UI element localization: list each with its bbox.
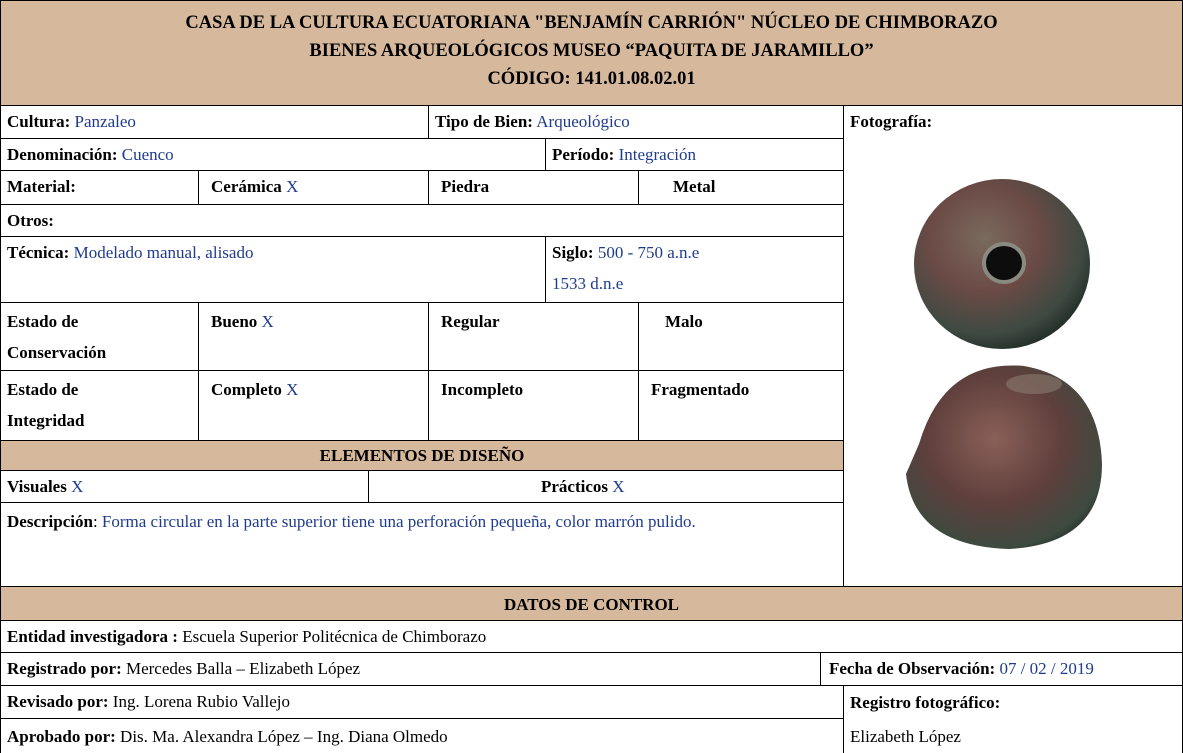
mark: X	[261, 312, 274, 331]
value: Mercedes Balla – Elizabeth López	[125, 659, 361, 678]
label: Período:	[552, 145, 615, 164]
vessel-side	[906, 365, 1102, 549]
label: Otros:	[7, 211, 54, 230]
mark: X	[286, 177, 299, 196]
option: Cerámica	[211, 177, 282, 196]
cell: Regular	[429, 303, 639, 371]
label: Fecha de Observación:	[829, 659, 996, 678]
section-band: ELEMENTOS DE DISEÑO	[1, 441, 844, 471]
label: Aprobado por:	[7, 727, 116, 746]
cell: Malo	[639, 303, 844, 371]
cell: Metal	[639, 171, 844, 205]
label: Fotografía:	[850, 112, 933, 131]
cell: Fecha de Observación: 07 / 02 / 2019	[821, 653, 1183, 686]
cell: Cultura: Panzaleo	[1, 106, 429, 139]
value: Dis. Ma. Alexandra López – Ing. Diana Ol…	[120, 727, 448, 746]
value: Panzaleo	[74, 112, 136, 131]
option: Metal	[673, 177, 716, 196]
label: Cultura:	[7, 112, 71, 131]
label: Integridad	[7, 411, 85, 430]
mark: X	[612, 477, 625, 496]
label: Entidad investigadora :	[7, 627, 178, 646]
cell: Siglo: 500 - 750 a.n.e 1533 d.n.e	[546, 237, 844, 303]
label: Descripción	[7, 512, 93, 531]
label: Estado de	[7, 312, 79, 331]
value: Arqueológico	[536, 112, 630, 131]
cell: Técnica: Modelado manual, alisado	[1, 237, 546, 303]
photo-cell: Fotografía:	[844, 106, 1183, 587]
label: Técnica:	[7, 243, 70, 262]
label: Material:	[7, 177, 76, 196]
label: Conservación	[7, 343, 107, 362]
cell: Entidad investigadora : Escuela Superior…	[1, 621, 1183, 653]
cell: Bueno X	[199, 303, 429, 371]
cell: Tipo de Bien: Arqueológico	[429, 106, 844, 139]
label: Prácticos	[541, 477, 609, 496]
cell: Incompleto	[429, 371, 639, 441]
cell: Descripción: Forma circular en la parte …	[1, 503, 844, 587]
value: Forma circular en la parte superior tien…	[101, 512, 696, 531]
cell: Denominación: Cuenco	[1, 139, 546, 171]
cell: Revisado por: Ing. Lorena Rubio Vallejo	[1, 686, 844, 719]
label: Denominación:	[7, 145, 118, 164]
header-line: CASA DE LA CULTURA ECUATORIANA "BENJAMÍN…	[185, 13, 998, 33]
value: Cuenco	[121, 145, 174, 164]
value: Modelado manual, alisado	[73, 243, 254, 262]
cell: Registrado por: Mercedes Balla – Elizabe…	[1, 653, 821, 686]
label: Registrado por:	[7, 659, 122, 678]
cell: Aprobado por: Dis. Ma. Alexandra López –…	[1, 719, 844, 753]
option: Completo	[211, 380, 282, 399]
cell: Visuales X	[1, 471, 369, 503]
label: Tipo de Bien:	[435, 112, 533, 131]
cell: Estado de Conservación	[1, 303, 199, 371]
value: 07 / 02 / 2019	[999, 659, 1094, 678]
label: Visuales	[7, 477, 67, 496]
cell: Completo X	[199, 371, 429, 441]
cell: Piedra	[429, 171, 639, 205]
header: CASA DE LA CULTURA ECUATORIANA "BENJAMÍN…	[1, 1, 1183, 106]
value: Integración	[618, 145, 696, 164]
option: Bueno	[211, 312, 258, 331]
option: Regular	[441, 312, 500, 331]
value: Ing. Lorena Rubio Vallejo	[112, 692, 290, 711]
cell: Prácticos X	[369, 471, 844, 503]
label: Siglo:	[552, 243, 594, 262]
rim	[1006, 374, 1062, 394]
mark: X	[71, 477, 84, 496]
label: Registro fotográfico:	[850, 693, 1001, 712]
label: Estado de	[7, 380, 79, 399]
cell: Cerámica X	[199, 171, 429, 205]
option: Incompleto	[441, 380, 524, 399]
option: Piedra	[441, 177, 490, 196]
perforation	[982, 242, 1026, 284]
value: Elizabeth López	[850, 727, 961, 746]
label: Revisado por:	[7, 692, 109, 711]
photo	[906, 179, 1102, 549]
section-title: DATOS DE CONTROL	[503, 595, 680, 614]
cell: Otros:	[1, 205, 844, 237]
option: Malo	[665, 312, 703, 331]
mark: X	[286, 380, 299, 399]
value: 500 - 750 a.n.e	[597, 243, 700, 262]
cell: Estado de Integridad	[1, 371, 199, 441]
header-line: BIENES ARQUEOLÓGICOS MUSEO “PAQUITA DE J…	[309, 41, 874, 61]
cell: Registro fotográfico: Elizabeth López	[844, 686, 1183, 753]
section-band: DATOS DE CONTROL	[1, 587, 1183, 621]
cell: Fragmentado	[639, 371, 844, 441]
section-title: ELEMENTOS DE DISEÑO	[319, 446, 525, 465]
value: Escuela Superior Politécnica de Chimbora…	[182, 627, 487, 646]
value: 1533 d.n.e	[552, 274, 624, 293]
cell: Material:	[1, 171, 199, 205]
header-line: CÓDIGO: 141.01.08.02.01	[487, 69, 696, 89]
option: Fragmentado	[651, 380, 750, 399]
cell: Período: Integración	[546, 139, 844, 171]
